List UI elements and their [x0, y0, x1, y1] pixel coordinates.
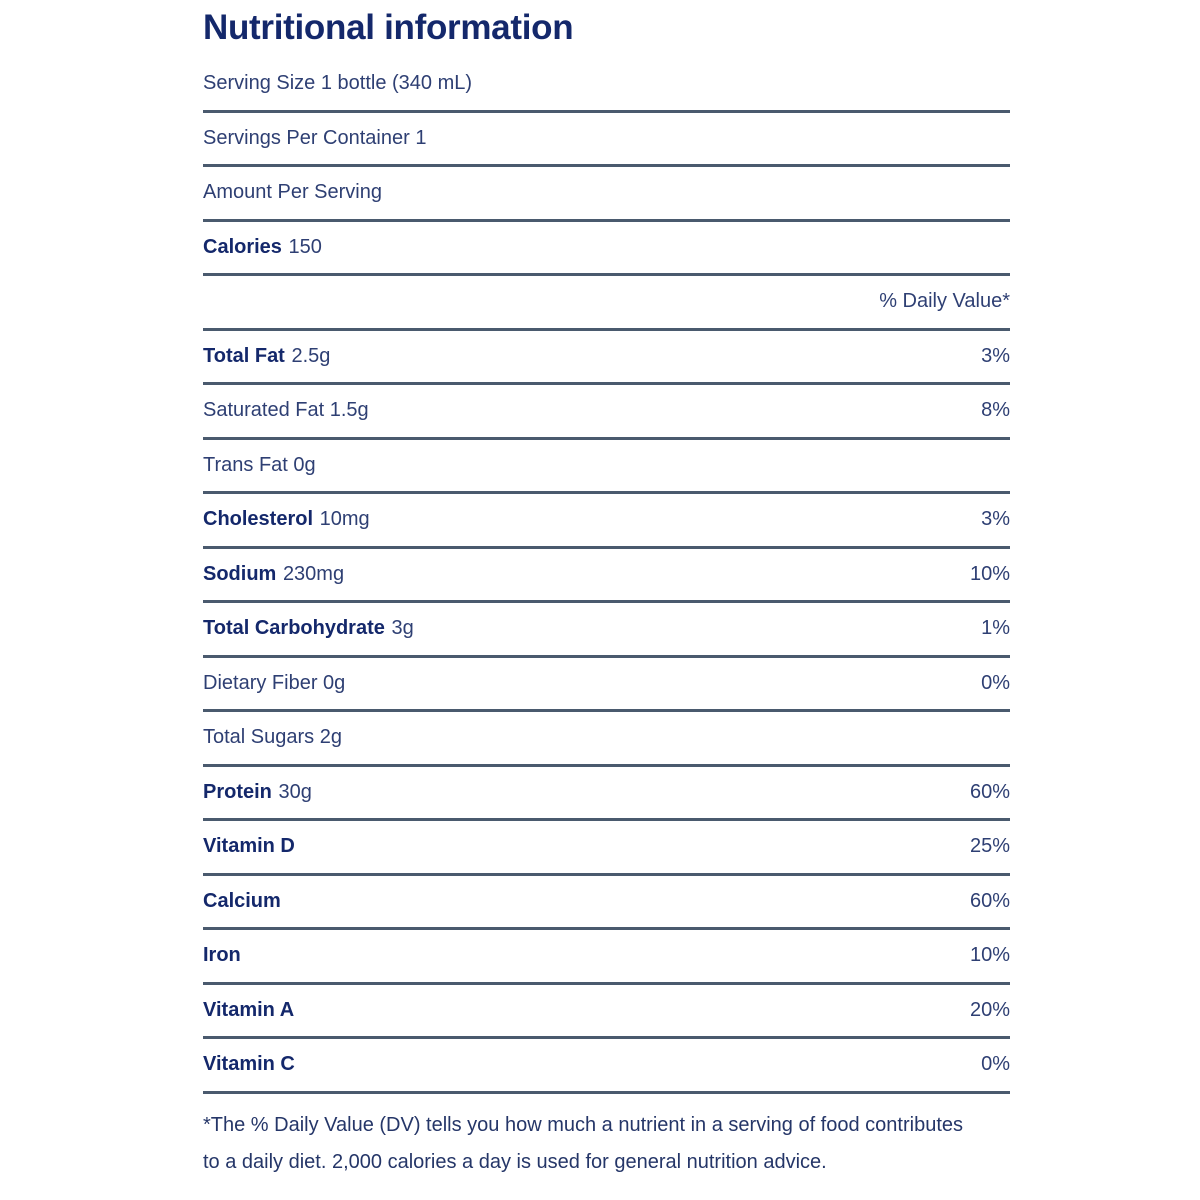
- nutrient-name: Servings Per Container 1: [203, 127, 426, 150]
- nutrient-label-bold: Calories: [203, 235, 282, 258]
- nutrient-label: 230mg: [282, 562, 345, 585]
- row-total-sugars: Total Sugars 2g: [203, 712, 1010, 767]
- nutrient-label: 150: [288, 235, 322, 258]
- row-serving-size: Serving Size 1 bottle (340 mL): [203, 58, 1010, 113]
- row-vitamin-a: Vitamin A 20%: [203, 985, 1010, 1039]
- row-protein: Protein 30g 60%: [203, 767, 1010, 821]
- row-saturated-fat: Saturated Fat 1.5g 8%: [203, 385, 1010, 440]
- nutrient-label: Serving Size 1 bottle (340 mL): [203, 72, 473, 95]
- nutrient-name: Iron: [203, 944, 247, 967]
- daily-value-footnote: *The % Daily Value (DV) tells you how mu…: [203, 1113, 963, 1173]
- nutrient-label: 3g: [391, 617, 414, 640]
- nutrient-label-bold: Vitamin A: [203, 998, 295, 1021]
- nutrient-name: Dietary Fiber 0g: [203, 672, 345, 695]
- nutrient-label-bold: Vitamin C: [203, 1053, 295, 1076]
- row-iron: Iron 10%: [203, 930, 1010, 985]
- nutrient-label: Total Sugars 2g: [203, 726, 342, 749]
- nutrient-name: Total Fat 2.5g: [203, 345, 330, 368]
- row-vitamin-d: Vitamin D 25%: [203, 821, 1010, 876]
- nutrient-name: Saturated Fat 1.5g: [203, 399, 369, 422]
- nutrient-name: Calcium: [203, 890, 287, 913]
- nutrient-label: Dietary Fiber 0g: [203, 671, 346, 694]
- nutrient-label-bold: Vitamin D: [203, 835, 295, 858]
- nutrient-name: Vitamin C: [203, 1053, 301, 1076]
- nutrient-name: Sodium 230mg: [203, 563, 344, 586]
- daily-value: 25%: [969, 835, 1010, 858]
- row-total-fat: Total Fat 2.5g 3%: [203, 331, 1010, 385]
- nutrient-name: Total Sugars 2g: [203, 726, 342, 749]
- row-amount-per-serving: Amount Per Serving: [203, 167, 1010, 222]
- daily-value: 60%: [969, 889, 1010, 912]
- nutrient-label: Trans Fat 0g: [203, 453, 316, 476]
- row-calcium: Calcium 60%: [203, 876, 1010, 930]
- nutrient-name: Serving Size 1 bottle (340 mL): [203, 72, 472, 95]
- daily-value: 10%: [969, 562, 1010, 585]
- row-calories: Calories 150: [203, 222, 1010, 276]
- daily-value: 20%: [969, 998, 1010, 1021]
- row-sodium: Sodium 230mg 10%: [203, 549, 1010, 603]
- daily-value: 60%: [969, 780, 1010, 803]
- nutrient-label-bold: Total Carbohydrate: [203, 617, 385, 640]
- nutrient-label: Amount Per Serving: [203, 181, 382, 204]
- nutrient-name: Vitamin A: [203, 999, 301, 1022]
- nutrient-name: Total Carbohydrate 3g: [203, 617, 414, 640]
- nutrient-name: Amount Per Serving: [203, 181, 382, 204]
- row-daily-value-header: % Daily Value*: [203, 276, 1010, 331]
- daily-value: 10%: [969, 944, 1010, 967]
- daily-value: 3%: [981, 508, 1010, 531]
- nutrient-name: Cholesterol 10mg: [203, 508, 370, 531]
- nutrient-name: Calories 150: [203, 236, 322, 259]
- nutrient-label-bold: Iron: [203, 944, 241, 967]
- nutrient-label: 10mg: [319, 508, 370, 531]
- daily-value: 0%: [981, 671, 1010, 694]
- nutrient-name: Protein 30g: [203, 781, 312, 804]
- nutrient-label: Saturated Fat 1.5g: [203, 399, 369, 422]
- nutrient-label: 2.5g: [291, 344, 331, 367]
- row-dietary-fiber: Dietary Fiber 0g 0%: [203, 658, 1010, 712]
- nutrient-label-bold: Total Fat: [203, 344, 285, 367]
- daily-value: 1%: [981, 617, 1010, 640]
- nutrition-label: Nutritional information Serving Size 1 b…: [203, 6, 1010, 1181]
- nutrient-name: Trans Fat 0g: [203, 454, 316, 477]
- row-total-carbohydrate: Total Carbohydrate 3g 1%: [203, 603, 1010, 658]
- nutrient-label-bold: Calcium: [203, 889, 281, 912]
- row-servings-per-container: Servings Per Container 1: [203, 113, 1010, 167]
- nutrient-label-bold: Sodium: [203, 562, 277, 585]
- daily-value: 3%: [981, 344, 1010, 367]
- page-title: Nutritional information: [203, 8, 574, 47]
- daily-value: 0%: [981, 1053, 1010, 1076]
- nutrient-label: Servings Per Container 1: [203, 126, 427, 149]
- row-cholesterol: Cholesterol 10mg 3%: [203, 494, 1010, 549]
- row-vitamin-c: Vitamin C 0%: [203, 1039, 1010, 1094]
- daily-value: 8%: [981, 399, 1010, 422]
- nutrient-label-bold: Cholesterol: [203, 508, 314, 531]
- row-trans-fat: Trans Fat 0g: [203, 440, 1010, 494]
- daily-value-header: % Daily Value*: [879, 290, 1010, 313]
- nutrient-label-bold: Protein: [203, 780, 272, 803]
- nutrient-label: 30g: [278, 780, 312, 803]
- nutrient-name: Vitamin D: [203, 835, 301, 858]
